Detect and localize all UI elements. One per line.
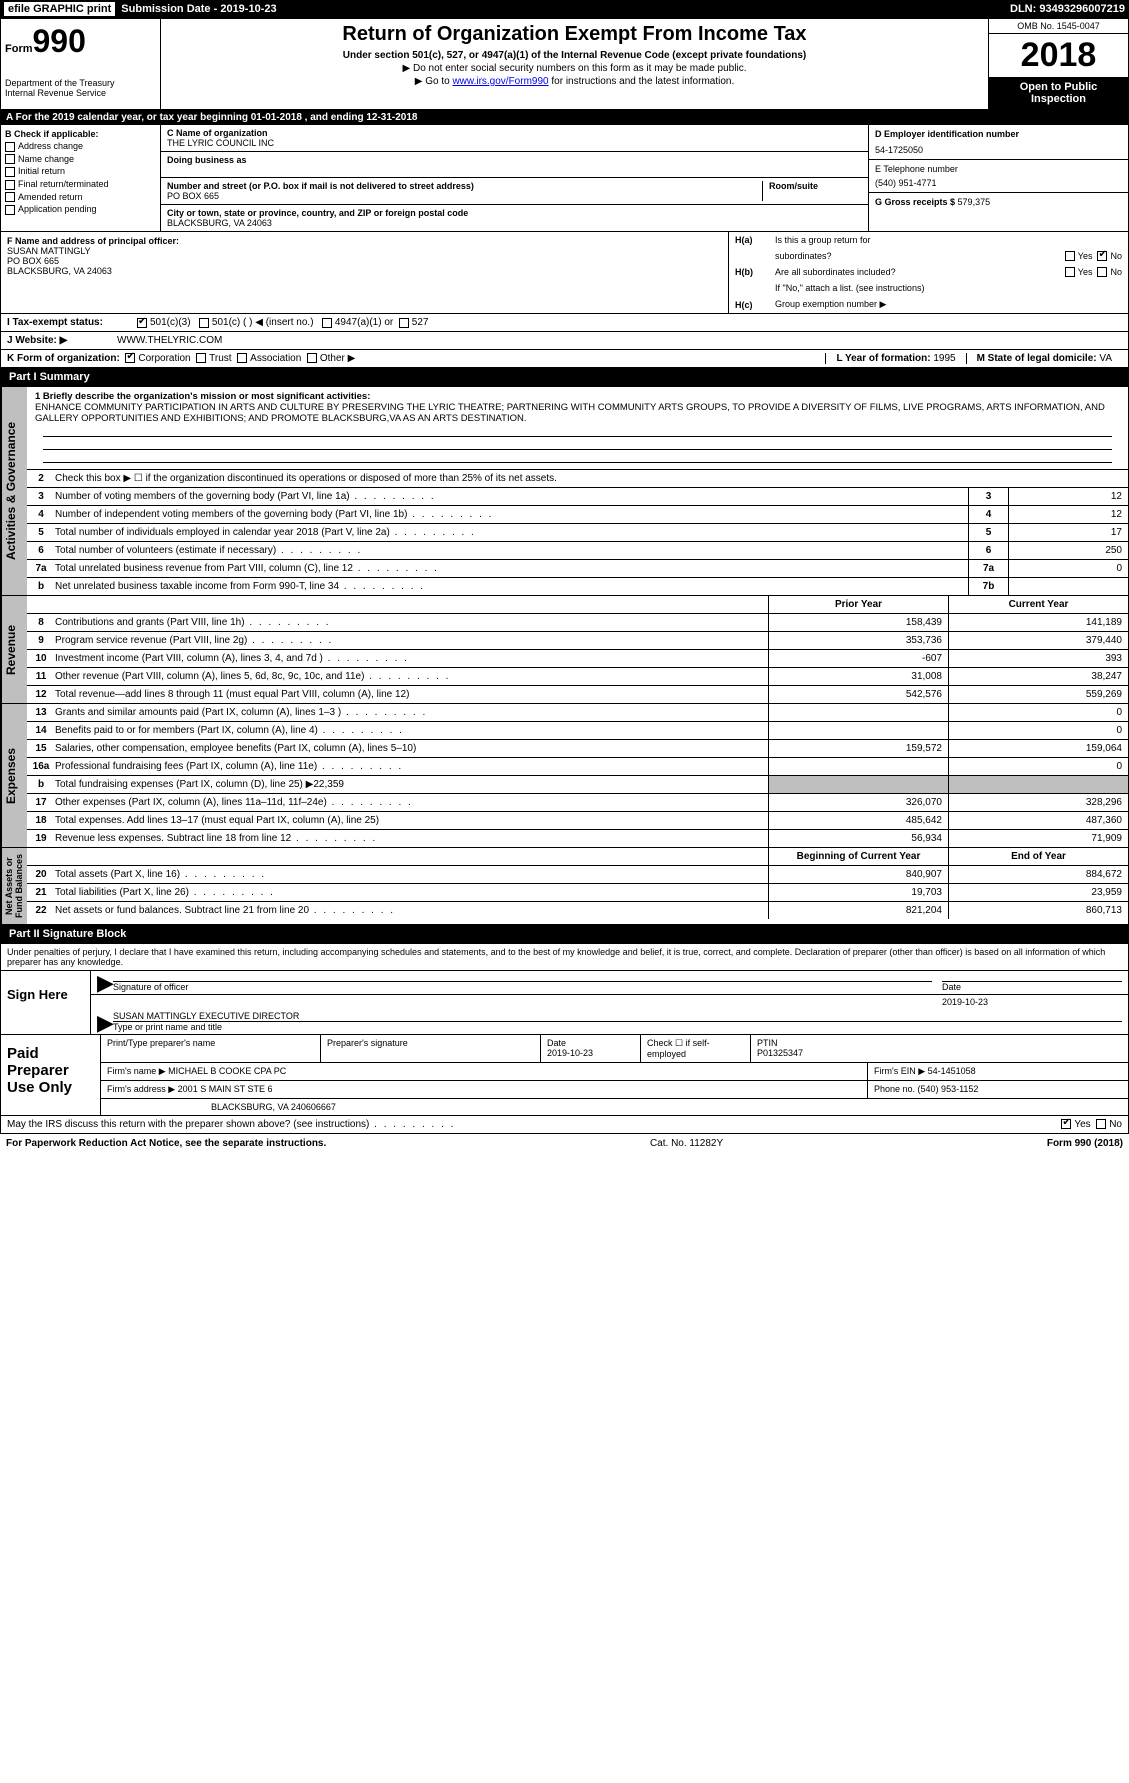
tax-year: 2018: [989, 34, 1128, 77]
section-b-c-d: B Check if applicable: Address change Na…: [0, 125, 1129, 232]
side-activities: Activities & Governance: [1, 387, 27, 595]
part1-header: Part I Summary: [0, 368, 1129, 387]
chk-address: Address change: [5, 141, 156, 152]
arrow-icon: ▶: [97, 974, 113, 992]
department: Department of the Treasury Internal Reve…: [5, 78, 156, 98]
part1-activities: Activities & Governance 1 Briefly descri…: [0, 387, 1129, 596]
line-1: 1 Briefly describe the organization's mi…: [27, 387, 1128, 470]
part1-netassets: Net Assets or Fund Balances Beginning of…: [0, 848, 1129, 925]
side-expenses: Expenses: [1, 704, 27, 847]
chk-initial: Initial return: [5, 166, 156, 177]
header-title: Return of Organization Exempt From Incom…: [161, 19, 988, 109]
col-f: F Name and address of principal officer:…: [1, 232, 728, 313]
org-city: BLACKSBURG, VA 24063: [167, 218, 862, 228]
section-k-l-m: K Form of organization: Corporation Trus…: [0, 350, 1129, 368]
chk-pending: Application pending: [5, 204, 156, 215]
submission-date: Submission Date - 2019-10-23: [121, 3, 276, 15]
mission-text: ENHANCE COMMUNITY PARTICIPATION IN ARTS …: [35, 402, 1105, 424]
header-left: Form990 Department of the Treasury Inter…: [1, 19, 161, 109]
paid-label: Paid Preparer Use Only: [1, 1035, 101, 1115]
col-b: B Check if applicable: Address change Na…: [1, 125, 161, 231]
top-bar: efile GRAPHIC print Submission Date - 20…: [0, 0, 1129, 18]
ptin: P01325347: [757, 1048, 1122, 1058]
sig-date: 2019-10-23: [942, 997, 1122, 1007]
side-netassets: Net Assets or Fund Balances: [1, 848, 27, 924]
form-header: Form990 Department of the Treasury Inter…: [0, 18, 1129, 110]
period-row: A For the 2019 calendar year, or tax yea…: [0, 110, 1129, 125]
discuss-row: May the IRS discuss this return with the…: [0, 1116, 1129, 1134]
efile-badge: efile GRAPHIC print: [4, 2, 115, 16]
officer-name: SUSAN MATTINGLY: [7, 246, 722, 256]
website: WWW.THELYRIC.COM: [117, 335, 222, 346]
footer: For Paperwork Reduction Act Notice, see …: [0, 1134, 1129, 1153]
arrow-icon: ▶: [97, 1014, 113, 1032]
title: Return of Organization Exempt From Incom…: [165, 23, 984, 46]
preparer-block: Paid Preparer Use Only Print/Type prepar…: [0, 1035, 1129, 1116]
org-address: PO BOX 665: [167, 191, 762, 201]
phone: (540) 951-4771: [875, 178, 1122, 188]
gross-receipts: 579,375: [958, 197, 991, 207]
signature-block: Under penalties of perjury, I declare th…: [0, 944, 1129, 1035]
col-h: H(a) Is this a group return for subordin…: [728, 232, 1128, 313]
sign-here-label: Sign Here: [1, 971, 91, 1034]
col-c: C Name of organization THE LYRIC COUNCIL…: [161, 125, 868, 231]
subtitle: Under section 501(c), 527, or 4947(a)(1)…: [165, 50, 984, 61]
section-i: I Tax-exempt status: 501(c)(3) 501(c) ( …: [0, 314, 1129, 332]
header-right: OMB No. 1545-0047 2018 Open to Public In…: [988, 19, 1128, 109]
section-j: J Website: ▶ WWW.THELYRIC.COM: [0, 332, 1129, 350]
ein: 54-1725050: [875, 145, 1122, 155]
firm-ein: 54-1451058: [928, 1066, 976, 1076]
note-link: ▶ Go to www.irs.gov/Form990 for instruct…: [165, 76, 984, 87]
chk-name: Name change: [5, 154, 156, 165]
form-number: Form990: [5, 23, 156, 60]
part1-revenue: Revenue Prior YearCurrent Year 8Contribu…: [0, 596, 1129, 704]
penalty-note: Under penalties of perjury, I declare th…: [1, 944, 1128, 971]
dln: DLN: 93493296007219: [1010, 3, 1125, 15]
note-ssn: ▶ Do not enter social security numbers o…: [165, 63, 984, 74]
col-d: D Employer identification number 54-1725…: [868, 125, 1128, 231]
side-revenue: Revenue: [1, 596, 27, 703]
irs-link[interactable]: www.irs.gov/Form990: [452, 76, 548, 87]
chk-final: Final return/terminated: [5, 179, 156, 190]
chk-amended: Amended return: [5, 192, 156, 203]
section-f-h: F Name and address of principal officer:…: [0, 232, 1129, 314]
firm-name: MICHAEL B COOKE CPA PC: [168, 1066, 286, 1076]
open-public: Open to Public Inspection: [989, 77, 1128, 109]
officer-signature: SUSAN MATTINGLY EXECUTIVE DIRECTOR: [113, 1011, 1122, 1022]
firm-phone: (540) 953-1152: [918, 1084, 979, 1094]
org-name: THE LYRIC COUNCIL INC: [167, 138, 862, 148]
part2-header: Part II Signature Block: [0, 925, 1129, 944]
omb-number: OMB No. 1545-0047: [989, 19, 1128, 34]
part1-expenses: Expenses 13Grants and similar amounts pa…: [0, 704, 1129, 848]
